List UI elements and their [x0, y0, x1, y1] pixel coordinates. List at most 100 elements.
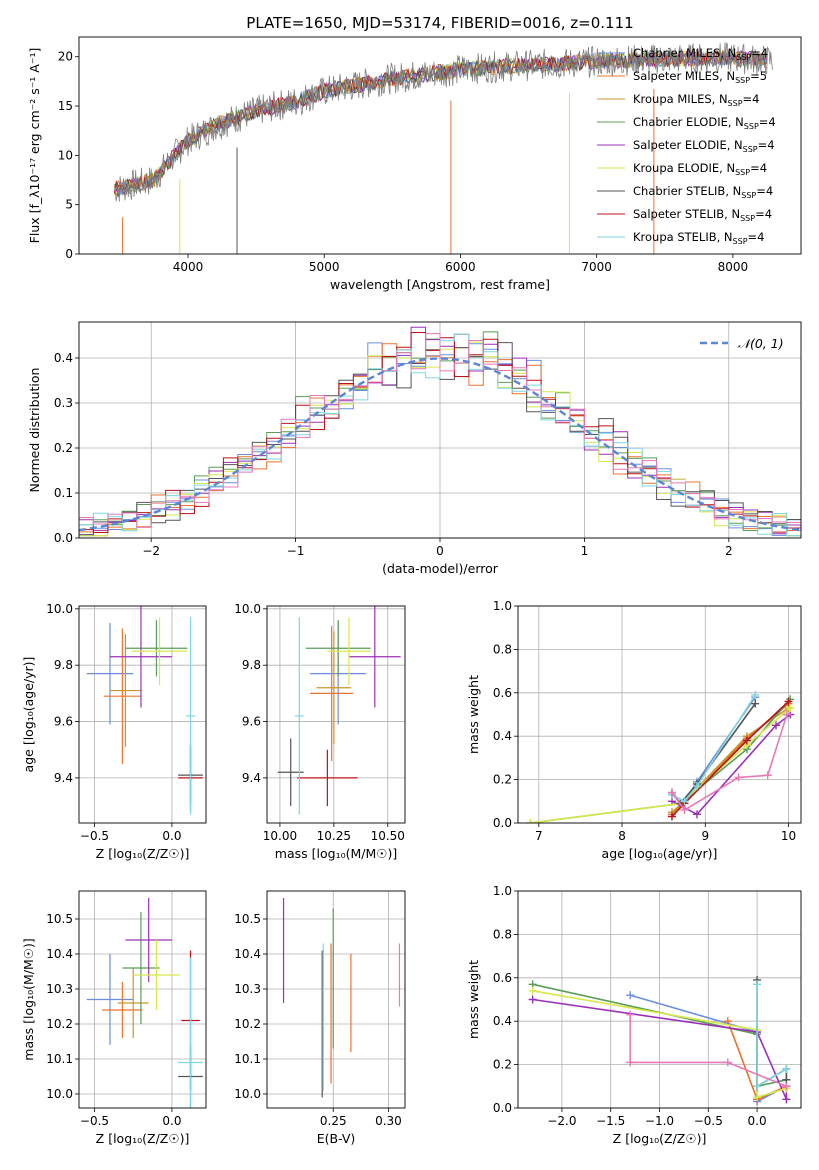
legend-label: Salpeter ELODIE, NSSP=4: [633, 138, 775, 154]
tick-label-y: 10.4: [234, 947, 261, 961]
tick-label-y: 0.0: [493, 1101, 512, 1115]
tick-label-y: 0.8: [493, 642, 512, 656]
series-line: [756, 984, 787, 1088]
series-marker: [772, 721, 781, 730]
series-marker: [680, 797, 689, 806]
tick-label-y: 0.4: [493, 729, 512, 743]
model-spectrum: [113, 50, 767, 194]
panel-massweight-vs-Z: −2.0 −1.5 −1.0 −0.5 0.0 0.0 0.2 0.4 0.6 0.8 1.0 Z […: [466, 884, 802, 1146]
y-axis-label: mass weight: [466, 675, 481, 754]
tick-label-x: 8000: [718, 260, 749, 274]
x-axis-label: E(B-V): [317, 1131, 356, 1146]
panel-age-vs-Z: −0.5 0.0 9.4 9.6 9.8 10.0 Z [log₁₀(Z/Z☉)] age […: [21, 602, 207, 861]
series-line: [671, 700, 790, 818]
series-marker: [782, 1064, 791, 1073]
data-spectrum: [114, 42, 774, 202]
tick-label-y: 0.0: [493, 816, 512, 830]
series-line: [671, 707, 789, 813]
x-axis-label: (data-model)/error: [382, 561, 499, 576]
tick-label-y: 10.3: [46, 982, 73, 996]
tick-label-x: −1.5: [596, 1114, 625, 1128]
series-marker: [680, 805, 689, 814]
tick-label-y: 0.4: [493, 1014, 512, 1028]
series-marker: [751, 699, 760, 708]
tick-label-x: 0.25: [320, 1114, 347, 1128]
legend-label: Salpeter MILES, NSSP=5: [633, 69, 767, 85]
tick-label-y: 10.0: [234, 602, 261, 616]
axes-frame: [517, 890, 802, 1109]
legend-label: Chabrier MILES, NSSP=4: [633, 46, 768, 62]
tick-label-y: 0.3: [54, 396, 73, 410]
series-line: [629, 1014, 787, 1088]
x-axis-label: Z [log₁₀(Z/Z☉)]: [96, 846, 190, 861]
tick-label-y: 1.0: [493, 884, 512, 898]
series-marker: [626, 1010, 635, 1019]
tick-label-y: 0.8: [493, 927, 512, 941]
series-marker: [526, 819, 535, 823]
series-marker: [751, 690, 760, 699]
tick-label-y: 0: [65, 247, 73, 261]
axes-frame: [78, 36, 802, 255]
series-marker: [784, 697, 793, 706]
legend-label: Chabrier ELODIE, NSSP=4: [633, 115, 776, 131]
series-marker: [626, 1058, 635, 1067]
series-line: [756, 980, 788, 1088]
plot-area: [528, 975, 791, 1106]
plot-area: [86, 898, 203, 1108]
tick-label-x: −1: [287, 544, 305, 558]
panel-mass-vs-Z: −0.5 0.0 10.0 10.1 10.2 10.3 10.4 10.5 Z [log₁₀(…: [21, 890, 207, 1146]
series-marker: [753, 980, 762, 989]
series-marker: [626, 991, 635, 1000]
tick-label-y: 0.6: [493, 686, 512, 700]
tick-label-x: 8: [618, 829, 626, 843]
tick-label-x: 1: [581, 544, 589, 558]
tick-label-y: 0.6: [493, 971, 512, 985]
tick-label-y: 9.4: [242, 771, 261, 785]
tick-label-y: 10.2: [234, 1017, 261, 1031]
normal-curve: [79, 357, 801, 532]
tick-label-y: 10.3: [234, 982, 261, 996]
legend-label: Kroupa ELODIE, NSSP=4: [633, 161, 767, 177]
axes-frame: [78, 890, 207, 1109]
legend-label: Kroupa STELIB, NSSP=4: [633, 230, 764, 246]
tick-label-y: 0.4: [54, 351, 73, 365]
tick-label-x: 7: [535, 829, 543, 843]
x-axis-label: Z [log₁₀(Z/Z☉)]: [613, 1131, 707, 1146]
axes-frame: [517, 605, 802, 824]
tick-label-x: −1.0: [645, 1114, 674, 1128]
tick-label-x: −0.5: [80, 1114, 109, 1128]
tick-label-x: 6000: [445, 260, 476, 274]
tick-label-y: 0.0: [54, 531, 73, 545]
tick-label-y: 10.1: [46, 1052, 73, 1066]
tick-label-y: 20: [58, 50, 73, 64]
tick-label-x: 2: [725, 544, 733, 558]
plot-area: [79, 326, 801, 537]
tick-label-x: −0.5: [80, 829, 109, 843]
series-marker: [528, 986, 537, 995]
tick-label-y: 0.2: [493, 773, 512, 787]
tick-label-y: 9.6: [242, 715, 261, 729]
x-axis-label: Z [log₁₀(Z/Z☉)]: [96, 1131, 190, 1146]
axes-frame: [266, 890, 406, 1109]
x-axis-label: wavelength [Angstrom, rest frame]: [330, 277, 550, 292]
tick-label-x: 10.25: [317, 829, 351, 843]
series-line: [671, 694, 756, 803]
series-marker: [723, 1058, 732, 1067]
legend-label: Salpeter STELIB, NSSP=4: [633, 207, 772, 223]
panel-mass-vs-ebv: 0.25 0.30 10.0 10.1 10.2 10.3 10.4 10.5 E(B-V): [234, 890, 406, 1146]
axes-frame: [78, 605, 207, 824]
y-axis-label: mass weight: [466, 960, 481, 1039]
panel-age-vs-mass: 10.00 10.25 10.50 9.4 9.6 9.8 10.0 mass [log₁₀(…: [234, 602, 406, 861]
plot-area: [526, 690, 795, 823]
tick-label-x: 10.50: [371, 829, 405, 843]
tick-label-x: −2.0: [547, 1114, 576, 1128]
series-marker: [782, 710, 791, 719]
tick-label-y: 0.2: [493, 1058, 512, 1072]
tick-label-x: 10.00: [263, 829, 297, 843]
series-line: [530, 698, 791, 823]
y-axis-label: Flux [f_λ10⁻¹⁷ erg cm⁻² s⁻¹ A⁻¹]: [27, 48, 42, 244]
panel-massweight-vs-age: 7 8 9 10 0.0 0.2 0.4 0.6 0.8 1.0 age [log₁₀(age/yr…: [466, 599, 802, 861]
tick-label-y: 5: [65, 198, 73, 212]
x-axis-label: mass [log₁₀(M/M☉)]: [275, 846, 397, 861]
